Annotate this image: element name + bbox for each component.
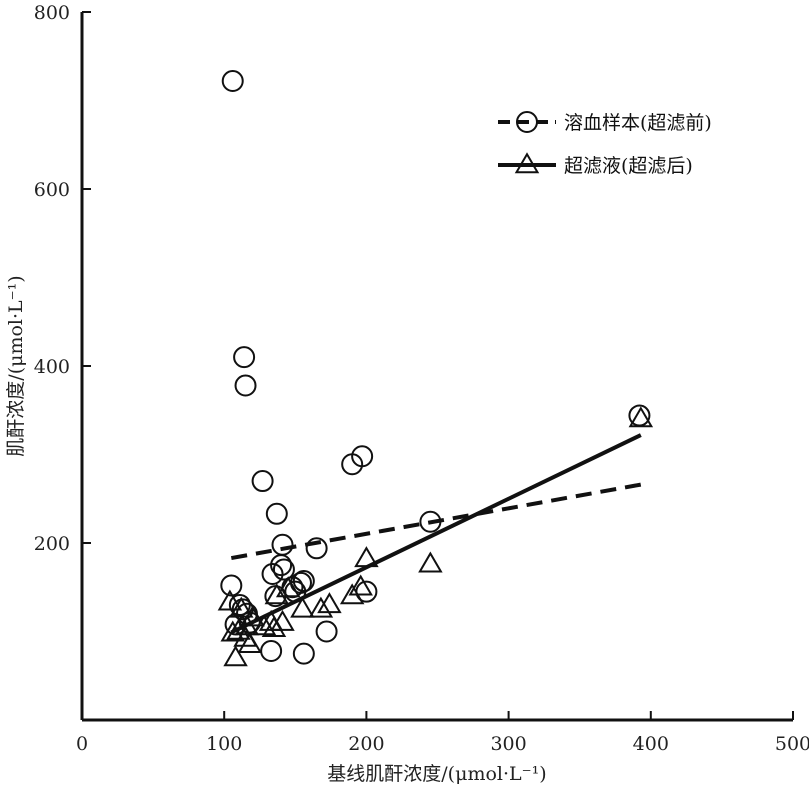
data-point-triangle — [270, 609, 295, 631]
y-axis-title: 肌酐浓度/(μmol·L⁻¹) — [5, 275, 27, 456]
x-axis-title: 基线肌酐浓度/(μmol·L⁻¹) — [327, 763, 546, 785]
data-point-triangle — [290, 596, 315, 618]
x-tick-label: 300 — [490, 733, 526, 755]
x-tick-label: 200 — [348, 733, 384, 755]
data-point-circle — [270, 554, 293, 577]
data-point-circle — [260, 639, 283, 662]
data-point-triangle — [628, 406, 654, 428]
trend-line-hemolyzed — [230, 482, 642, 561]
data-point-triangle — [348, 574, 373, 596]
data-point-triangle — [418, 551, 443, 573]
x-tick-label: 100 — [206, 733, 242, 755]
data-point-circle — [305, 537, 328, 560]
data-point-triangle — [217, 589, 243, 611]
data-point-triangle — [226, 618, 251, 640]
data-point-triangle — [237, 631, 263, 653]
x-tick-label: 400 — [633, 733, 669, 755]
y-tick-label: 400 — [34, 356, 70, 378]
data-point-circle — [234, 374, 257, 397]
x-tick-label: 0 — [76, 733, 88, 755]
data-point-circle — [419, 510, 442, 533]
data-point-circle — [351, 445, 374, 468]
data-point-circle — [315, 620, 338, 643]
markers — [217, 70, 654, 667]
data-point-circle — [221, 70, 244, 93]
trend-lines — [230, 433, 642, 635]
legend-marker-triangle — [514, 152, 540, 174]
data-point-circle — [292, 642, 315, 665]
data-point-circle — [261, 562, 284, 585]
data-point-circle — [272, 558, 295, 581]
data-point-triangle — [234, 614, 260, 636]
data-point-triangle — [354, 546, 379, 568]
ticks: 0 100 200 300 400 500 200 400 600 800 — [34, 2, 809, 755]
trend-line-ultrafiltrate — [230, 433, 642, 635]
y-tick-label: 800 — [34, 2, 70, 24]
legend: 溶血样本(超滤前) 超滤液(超滤后) — [498, 111, 712, 177]
legend-marker-circle — [516, 111, 538, 133]
data-point-circle — [265, 502, 288, 525]
data-point-triangle — [261, 616, 287, 638]
data-point-triangle — [229, 596, 254, 618]
data-point-triangle — [264, 583, 290, 605]
data-point-triangle — [308, 596, 334, 618]
legend-label: 溶血样本(超滤前) — [564, 112, 712, 134]
data-point-triangle — [223, 645, 248, 667]
data-point-circle — [251, 470, 274, 493]
data-point-circle — [271, 533, 294, 556]
data-point-triangle — [317, 592, 342, 614]
data-point-triangle — [275, 576, 301, 598]
data-point-circle — [233, 346, 256, 369]
legend-label: 超滤液(超滤后) — [564, 155, 693, 177]
y-tick-label: 600 — [34, 179, 70, 201]
y-tick-label: 200 — [34, 533, 70, 555]
x-tick-label: 500 — [775, 733, 809, 755]
